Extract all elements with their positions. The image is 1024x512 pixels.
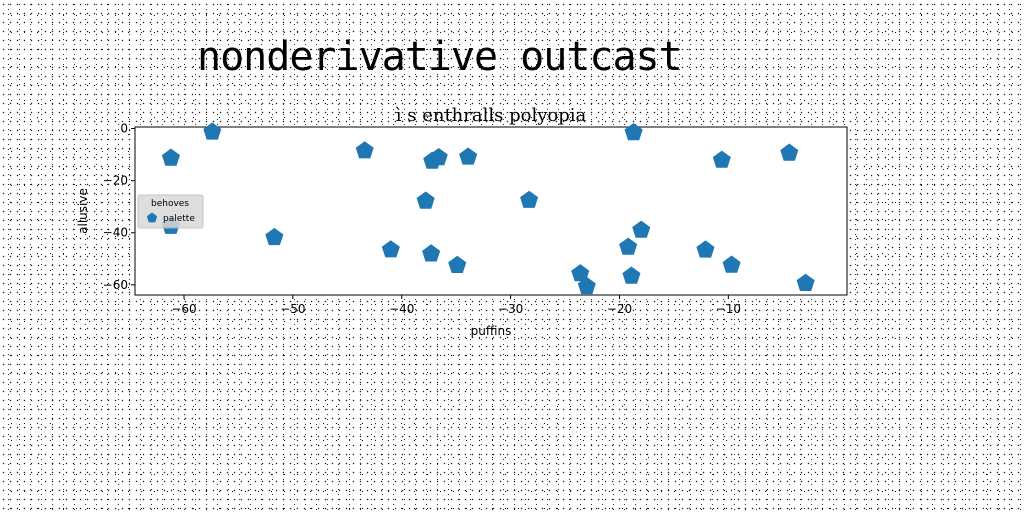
y-axis-label: allusive: [76, 188, 90, 234]
data-point: [161, 148, 180, 166]
data-point: [796, 273, 815, 291]
legend-label: palette: [163, 214, 195, 224]
y-tick-label: −40: [103, 226, 128, 240]
data-point: [459, 147, 478, 165]
figure-title: nonderivative outcast: [197, 34, 683, 80]
x-tick-label: −10: [716, 302, 741, 316]
x-tick-label: −30: [498, 302, 523, 316]
data-point: [265, 227, 284, 246]
legend-marker: [146, 212, 158, 223]
y-tick-label: 0: [120, 122, 128, 136]
x-tick-label: −50: [280, 302, 305, 316]
data-point: [780, 143, 799, 161]
data-point: [381, 240, 400, 258]
x-tick-label: −40: [389, 302, 414, 316]
x-tick-label: −60: [171, 302, 196, 316]
data-point: [571, 264, 590, 282]
data-point: [203, 122, 222, 140]
data-point: [520, 190, 539, 208]
data-point: [416, 191, 435, 209]
data-point: [712, 150, 731, 168]
data-point: [422, 244, 441, 262]
x-axis-label: puffins: [471, 324, 512, 338]
data-point: [624, 123, 643, 141]
legend-title: behoves: [151, 199, 189, 209]
data-point: [429, 148, 448, 166]
data-point: [448, 255, 467, 273]
data-point: [696, 240, 715, 258]
data-point: [355, 141, 374, 159]
data-point: [622, 266, 641, 284]
plot-area: [134, 126, 848, 296]
data-point: [619, 237, 638, 255]
chart-title: ì s enthralls polyopia: [395, 105, 587, 126]
y-tick-label: −60: [103, 278, 128, 292]
legend: behoves palette: [137, 194, 204, 229]
y-tick-label: −20: [103, 174, 128, 188]
x-tick-label: −20: [607, 302, 632, 316]
data-point: [722, 255, 741, 273]
data-point: [632, 220, 651, 238]
axis-ticks: −60 −50 −40 −30 −20 −10 0 −20 −40 −60: [103, 122, 741, 316]
data-point: [577, 276, 596, 295]
